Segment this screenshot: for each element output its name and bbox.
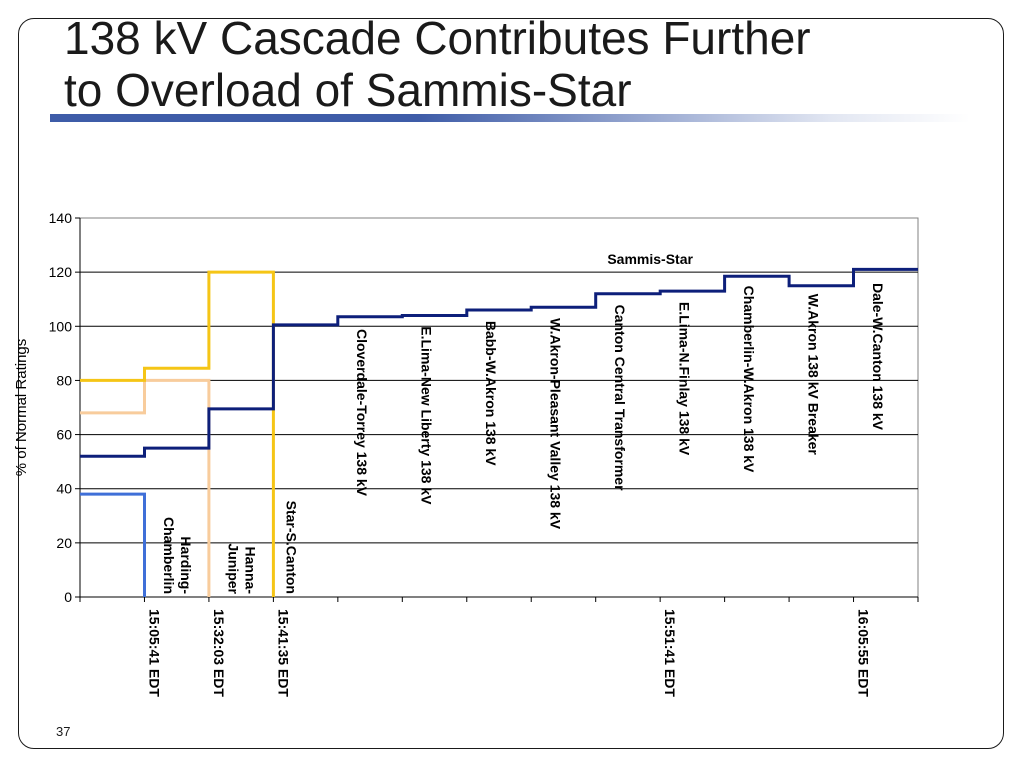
axis-layer: 0 20 40 60 80 100 120 140 % of Normal Ratings 15:…: [13, 210, 919, 697]
title-line-2: to Overload of Sammis-Star: [64, 64, 632, 116]
y-tick-label-140: 140: [49, 210, 73, 226]
event-label-star-s-canton: Star-S.Canton: [283, 501, 299, 594]
event-label-wakron-breaker: W.Akron 138 kV Breaker: [805, 294, 821, 456]
y-axis-label: % of Normal Ratings: [13, 339, 30, 477]
event-label-elima-nfinlay: E.Lima-N.Finlay 138 kV: [676, 302, 692, 456]
x-tick-label: 15:05:41 EDT: [146, 609, 162, 697]
event-label-harding: Harding-: [178, 536, 194, 594]
series-layer: [80, 267, 918, 597]
x-tick-label: 16:05:55 EDT: [856, 609, 872, 697]
series-line-sammis-star: [80, 267, 918, 458]
label-layer: Sammis-Star Harding-Chamberlin Hanna-Junip…: [161, 251, 886, 595]
series-label-sammis-star: Sammis-Star: [607, 251, 693, 267]
event-label-wakron-pv: W.Akron-Pleasant Valley 138 kV: [548, 318, 564, 530]
event-label-chamberlin-wakron: Chamberlin-W.Akron 138 kV: [741, 286, 757, 473]
y-tick-label-60: 60: [56, 427, 72, 443]
y-tick-label-40: 40: [56, 481, 72, 497]
title-line-1: 138 kV Cascade Contributes Further: [64, 12, 811, 64]
grid-layer: [79, 217, 919, 598]
event-label-elima-newliberty: E.Lima-New Liberty 138 kV: [419, 326, 435, 505]
event-label-hanna: Juniper: [225, 543, 241, 594]
series-line-step-3: [80, 270, 275, 597]
event-label-harding: Chamberlin: [161, 517, 177, 594]
x-tick-label: 15:32:03 EDT: [211, 609, 227, 697]
series-line-step-1: [80, 492, 146, 597]
x-tick-label: 15:41:35 EDT: [275, 609, 291, 697]
event-label-canton-central: Canton Central Transformer: [612, 305, 628, 491]
y-tick-label-120: 120: [49, 264, 73, 280]
y-tick-label-80: 80: [56, 372, 72, 388]
y-tick-label-20: 20: [56, 535, 72, 551]
event-label-cloverdale: Cloverdale-Torrey 138 kV: [354, 329, 370, 497]
slide-frame: [18, 18, 1004, 749]
page-number: 37: [56, 724, 71, 739]
event-label-babb: Babb-W.Akron 138 kV: [483, 321, 499, 466]
event-label-hanna: Hanna-: [242, 547, 258, 595]
event-label-dale-wcanton: Dale-W.Canton 138 kV: [870, 283, 886, 431]
x-tick-label: 15:51:41 EDT: [662, 609, 678, 697]
slide-title: 138 kV Cascade Contributes Further to Ov…: [64, 12, 964, 116]
y-tick-label-0: 0: [64, 589, 72, 605]
title-underline: [50, 114, 970, 122]
y-tick-label-100: 100: [49, 318, 73, 334]
